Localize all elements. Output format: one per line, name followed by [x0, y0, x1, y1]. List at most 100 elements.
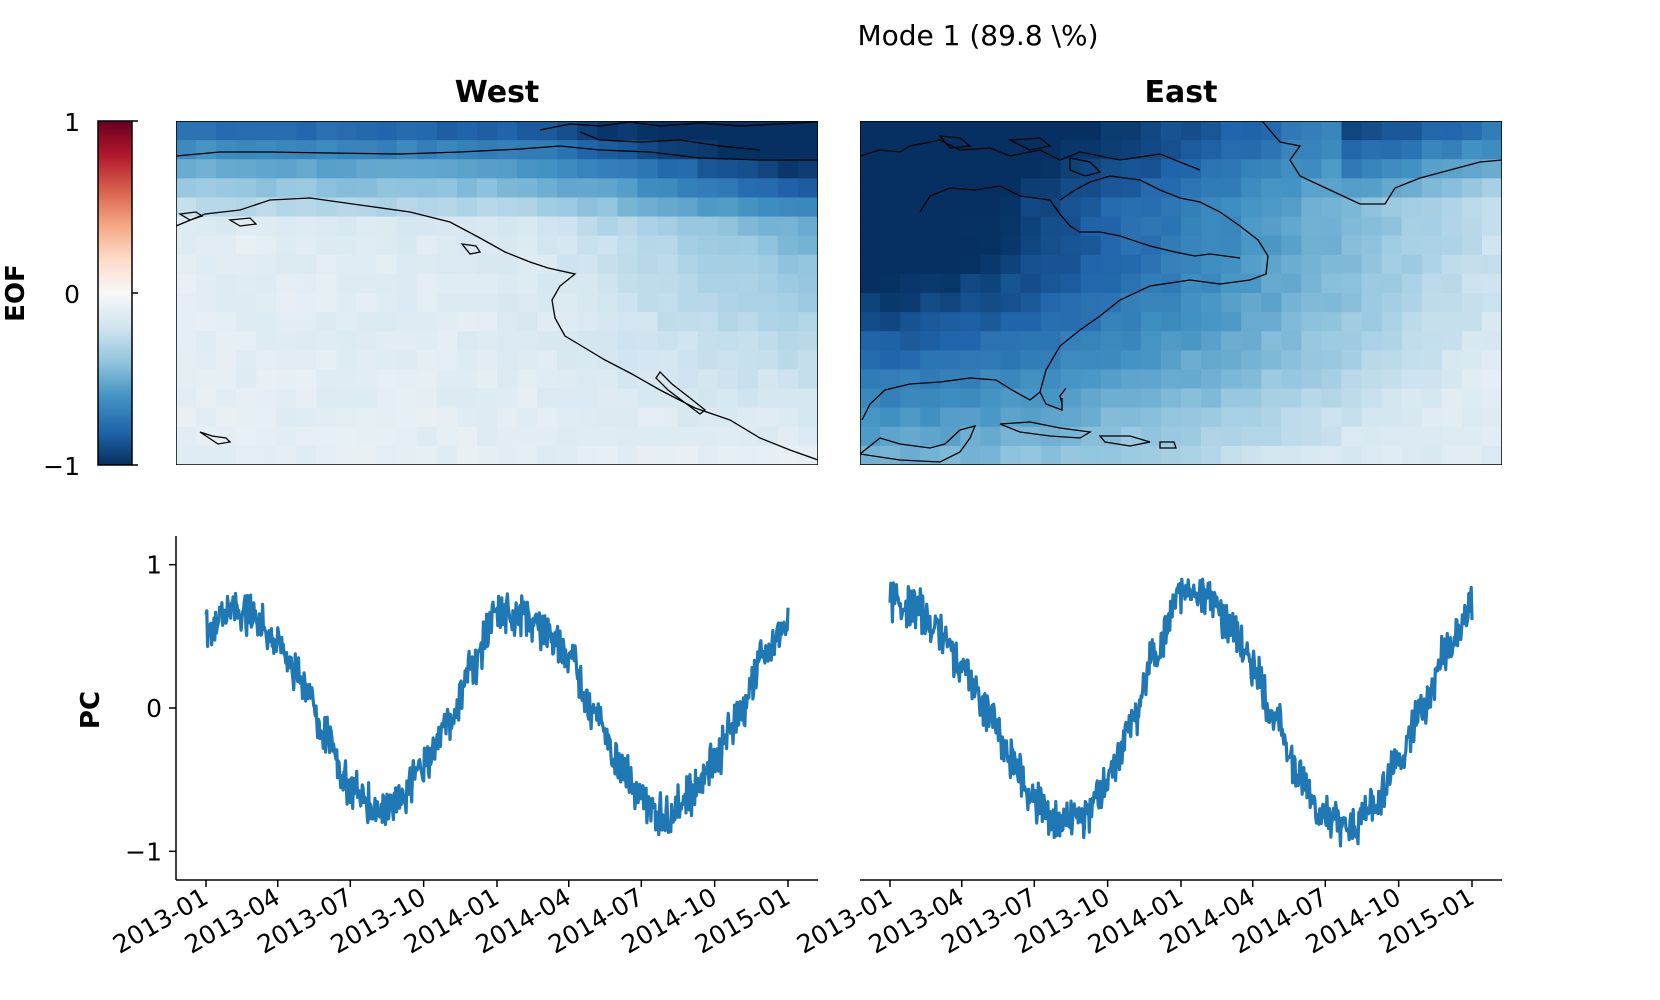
eof-cell	[1281, 197, 1302, 218]
eof-cell	[356, 254, 378, 275]
eof-cell	[860, 350, 881, 371]
eof-cell	[176, 369, 197, 390]
eof-cell	[657, 273, 679, 294]
eof-cell	[537, 216, 558, 237]
eof-cell	[920, 254, 941, 275]
eof-cell	[920, 216, 941, 237]
eof-cell	[316, 445, 338, 465]
eof-cell	[1481, 235, 1502, 256]
eof-cell	[396, 178, 418, 199]
eof-cell	[537, 388, 558, 409]
eof-cell	[1221, 331, 1242, 351]
eof-cell	[196, 121, 217, 141]
eof-cell	[436, 445, 458, 465]
eof-cell	[1341, 293, 1363, 313]
eof-cell	[900, 426, 921, 447]
eof-cell	[1361, 216, 1383, 237]
eof-cell	[737, 388, 759, 409]
eof-cell	[436, 273, 458, 294]
eof-cell	[1461, 159, 1483, 179]
eof-cell	[316, 254, 338, 275]
eof-cell	[880, 197, 901, 218]
eof-cell	[436, 235, 458, 256]
eof-cell	[296, 369, 318, 390]
eof-cell	[657, 407, 679, 428]
eof-cell	[1421, 312, 1443, 332]
eof-cell	[577, 312, 598, 332]
eof-cell	[777, 407, 799, 428]
eof-cell	[1000, 445, 1022, 465]
eof-cell	[1140, 273, 1162, 294]
eof-cell	[517, 293, 538, 313]
eof-cell	[637, 407, 659, 428]
eof-cell	[777, 178, 799, 199]
eof-cell	[376, 235, 398, 256]
eof-cell	[1321, 140, 1343, 160]
eof-cell	[336, 312, 358, 332]
eof-cell	[396, 235, 418, 256]
eof-cell	[256, 350, 277, 371]
eof-cell	[1461, 273, 1483, 294]
eof-cell	[880, 254, 901, 275]
eof-cell	[1060, 293, 1082, 313]
eof-cell	[216, 312, 237, 332]
eof-cell	[880, 369, 901, 390]
eof-cell	[376, 273, 398, 294]
eof-cell	[980, 388, 1002, 409]
eof-cell	[1140, 407, 1162, 428]
eof-cell	[296, 140, 318, 160]
eof-cell	[517, 445, 538, 465]
eof-cell	[497, 273, 518, 294]
eof-cell	[1080, 254, 1102, 275]
eof-cell	[1221, 407, 1242, 428]
eof-cell	[717, 273, 739, 294]
eof-cell	[1381, 273, 1403, 294]
eof-cell	[1481, 445, 1502, 465]
eof-cell	[597, 445, 618, 465]
eof-cell	[1401, 331, 1423, 351]
eof-cell	[900, 312, 921, 332]
eof-cell	[517, 407, 538, 428]
eof-cell	[1080, 235, 1102, 256]
eof-cell	[1201, 312, 1222, 332]
eof-cell	[1221, 350, 1242, 371]
eof-cell	[316, 331, 338, 351]
eof-cell	[1201, 159, 1222, 179]
eof-cell	[677, 331, 699, 351]
eof-cell	[960, 407, 981, 428]
eof-cell	[1100, 159, 1122, 179]
eof-cell	[920, 293, 941, 313]
eof-cell	[236, 350, 257, 371]
eof-cell	[1040, 312, 1062, 332]
eof-cell	[1281, 273, 1302, 294]
eof-cell	[1201, 388, 1222, 409]
eof-cell	[777, 273, 799, 294]
eof-cell	[256, 254, 277, 275]
eof-cell	[416, 178, 438, 199]
eof-cell	[376, 426, 398, 447]
y-tick-label: −1	[125, 837, 162, 866]
eof-cell	[860, 426, 881, 447]
eof-cell	[557, 178, 578, 199]
eof-cell	[1381, 407, 1403, 428]
eof-cell	[316, 312, 338, 332]
eof-cell	[476, 312, 498, 332]
west-map	[176, 121, 818, 465]
eof-cell	[697, 369, 719, 390]
eof-cell	[1080, 159, 1102, 179]
eof-cell	[196, 235, 217, 256]
eof-cell	[456, 254, 478, 275]
eof-cell	[416, 331, 438, 351]
eof-cell	[797, 407, 818, 428]
eof-cell	[296, 235, 318, 256]
eof-cell	[797, 140, 818, 160]
eof-cell	[900, 159, 921, 179]
eof-cell	[1321, 388, 1343, 409]
eof-cell	[757, 216, 779, 237]
eof-cell	[577, 197, 598, 218]
eof-cell	[236, 235, 257, 256]
eof-cell	[276, 369, 297, 390]
eof-cell	[677, 407, 699, 428]
eof-cell	[1160, 388, 1182, 409]
eof-cell	[336, 388, 358, 409]
